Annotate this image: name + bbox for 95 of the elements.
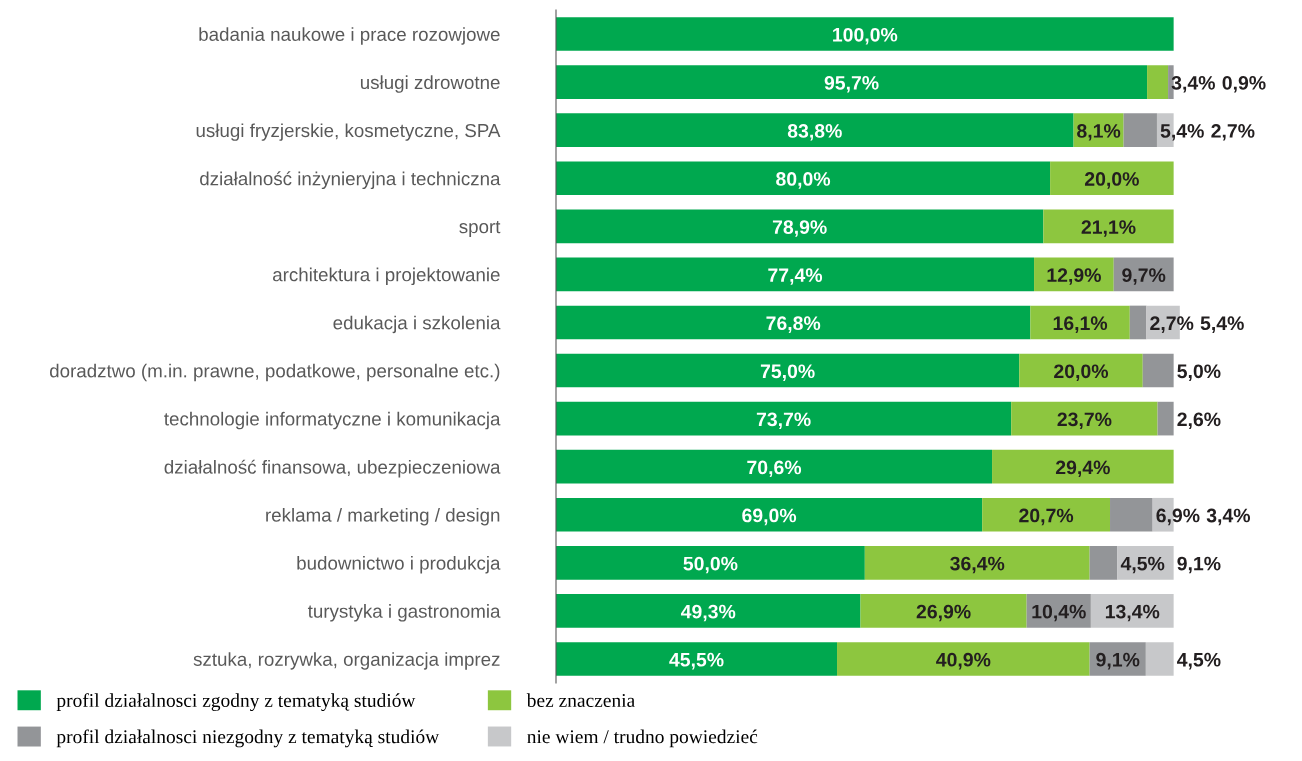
data-label: 77,4% (768, 268, 823, 285)
y-tick-label: doradztwo (m.in. prawne, podatkowe, personalne etc.) (49, 363, 500, 382)
bar (556, 594, 861, 628)
data-label: 0,9% (1222, 75, 1266, 93)
data-label: 40,9% (936, 652, 991, 670)
y-tick-label: edukacja i szkolenia (333, 315, 501, 334)
bar (1030, 305, 1130, 340)
legend-label: profil działalnosci zgodny z tematyką studiów (56, 693, 416, 712)
data-label: 36,4% (950, 556, 1005, 574)
data-label: 2,7% (1150, 316, 1194, 333)
bar (1050, 161, 1174, 196)
data-label: 80,0% (776, 172, 831, 189)
y-tick-label: usługi zdrowotne (360, 75, 500, 93)
data-label: 26,9% (916, 604, 971, 622)
data-label: 5,0% (1177, 364, 1221, 381)
y-tick-label: badania naukowe i prace rozowjowe (199, 27, 500, 45)
data-label: 5,4% (1160, 124, 1204, 141)
bar (1043, 209, 1174, 244)
bar (982, 497, 1111, 532)
y-tick-label: architektura i projektowanie (273, 267, 500, 286)
data-label: 29,4% (1055, 460, 1110, 478)
data-label: 10,4% (1032, 604, 1086, 622)
bar (1019, 353, 1143, 388)
data-label: 23,7% (1057, 412, 1112, 430)
bar (556, 353, 1020, 388)
bar (1089, 546, 1118, 580)
y-tick-label: budownictwo i produkcja (297, 556, 501, 574)
data-label: 3,4% (1206, 508, 1251, 526)
data-label: 2,7% (1211, 124, 1255, 141)
data-label: 75,0% (760, 364, 815, 381)
data-label: 83,8% (787, 124, 842, 141)
data-label: 70,6% (747, 460, 802, 478)
legend-label: profil działalnosci niezgodny z tematyką studiów (56, 729, 440, 748)
bar (556, 642, 838, 676)
bar (556, 449, 993, 484)
bar (1110, 497, 1153, 532)
bar (556, 209, 1044, 244)
y-tick-label: sport (459, 220, 501, 238)
y-tick-label: reklama / marketing / design (266, 507, 500, 526)
legend-label: bez znaczenia (526, 693, 635, 708)
data-label: 2,6% (1177, 412, 1221, 430)
data-label: 21,1% (1081, 220, 1136, 237)
data-label: 50,0% (683, 556, 738, 574)
data-label: 4,5% (1177, 652, 1221, 670)
bar (556, 65, 1148, 99)
bar (556, 257, 1035, 292)
bar (1145, 642, 1174, 676)
y-tick-label: sztuka, rozrywka, organizacja imprez (193, 652, 500, 670)
bar (556, 113, 1074, 147)
data-label: 45,5% (669, 652, 724, 670)
data-label: 76,8% (766, 316, 821, 333)
data-label: 8,1% (1077, 124, 1121, 141)
data-label: 9,1% (1096, 652, 1140, 670)
bar (864, 546, 1090, 580)
y-tick-label: działalność finansowa, ubezpieczeniowa (164, 459, 501, 478)
data-label: 9,7% (1122, 268, 1166, 285)
data-label: 3,4% (1171, 75, 1215, 93)
bar (1123, 113, 1157, 147)
data-label: 20,0% (1054, 364, 1109, 381)
y-tick-label: usługi fryzjerskie, kosmetyczne, SPA (196, 123, 501, 141)
y-tick-label: technologie informatyczne i komunikacja (164, 411, 501, 430)
data-label: 100,0% (833, 27, 898, 45)
bar (556, 546, 865, 580)
data-label: 16,1% (1053, 316, 1108, 333)
data-label: 4,5% (1120, 556, 1165, 574)
bar (556, 305, 1031, 340)
bar (1129, 305, 1147, 340)
legend-label: nie wiem / trudno powiedzieć (527, 729, 758, 748)
y-tick-label: działalność inżynieryjna i techniczna (200, 171, 501, 190)
bar (1147, 65, 1169, 99)
data-label: 13,4% (1105, 604, 1160, 622)
data-label: 73,7% (756, 412, 811, 430)
bar (556, 497, 983, 532)
bar (1011, 401, 1158, 436)
bar (556, 17, 1174, 51)
data-label: 12,9% (1047, 268, 1101, 285)
bar (860, 594, 1027, 628)
y-tick-label: turystyka i gastronomia (307, 604, 501, 622)
data-label: 9,1% (1177, 556, 1221, 574)
data-label: 20,0% (1084, 172, 1139, 189)
bar (1117, 546, 1174, 580)
bar (1157, 401, 1174, 436)
data-label: 5,4% (1200, 316, 1244, 333)
data-label: 6,9% (1156, 508, 1200, 526)
bar (1142, 353, 1174, 388)
data-label: 78,9% (772, 220, 827, 237)
data-label: 69,0% (742, 508, 797, 526)
data-label: 95,7% (824, 75, 879, 93)
bar (837, 642, 1090, 676)
bar (556, 161, 1051, 196)
bar (992, 449, 1174, 484)
data-label: 20,7% (1019, 508, 1074, 526)
bar (1090, 594, 1174, 628)
data-label: 49,3% (680, 604, 736, 622)
bar (556, 401, 1012, 436)
